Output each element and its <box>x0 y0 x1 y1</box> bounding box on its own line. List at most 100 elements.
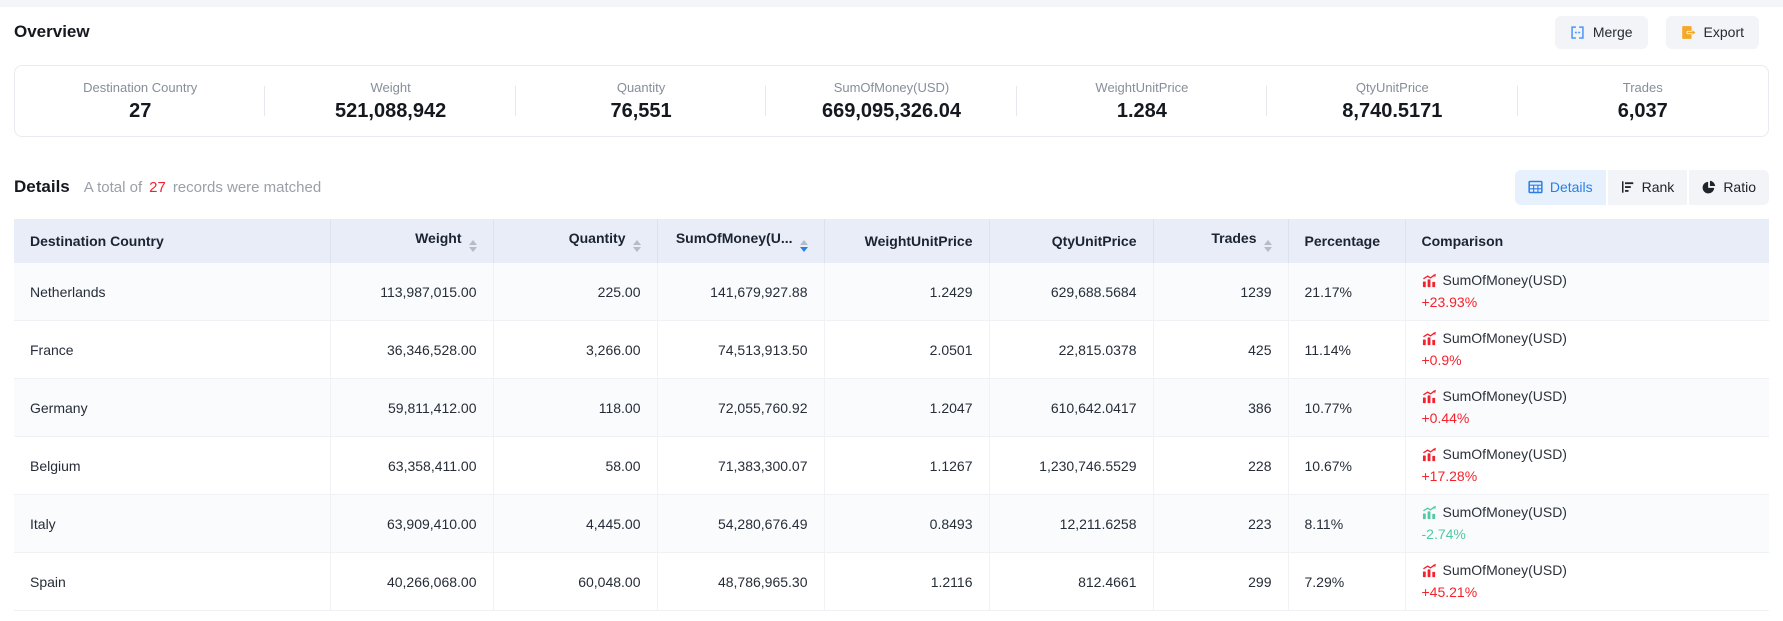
col-quantity[interactable]: Quantity <box>493 219 658 263</box>
cell-sum-of-money: 54,280,676.49 <box>657 494 825 553</box>
trend-chart-icon <box>1422 563 1437 578</box>
tab-rank[interactable]: Rank <box>1607 169 1688 205</box>
cell-weight-unit-price: 1.2116 <box>824 552 990 611</box>
comparison-metric-line: SumOfMoney(USD) <box>1422 386 1754 407</box>
comparison-change: +0.9% <box>1421 352 1462 368</box>
cell-weight-unit-price: 2.0501 <box>824 320 990 379</box>
table-row[interactable]: Italy 63,909,410.00 4,445.00 54,280,676.… <box>14 494 1769 553</box>
cell-weight: 63,909,410.00 <box>330 494 494 553</box>
export-file-icon <box>1681 25 1696 40</box>
stat-value: 521,088,942 <box>335 100 447 122</box>
stat-value: 1.284 <box>1116 100 1167 122</box>
tab-ratio[interactable]: Ratio <box>1689 169 1769 205</box>
cell-qty-unit-price: 629,688.5684 <box>989 263 1154 321</box>
stat-value: 8,740.5171 <box>1342 100 1443 122</box>
cell-quantity: 58.00 <box>493 436 658 495</box>
cell-weight-unit-price: 1.2429 <box>824 263 990 321</box>
col-weight-unit-price: WeightUnitPrice <box>824 219 990 263</box>
cell-trades: 386 <box>1153 378 1289 437</box>
sort-carets-icon[interactable] <box>468 240 477 252</box>
details-heading-group: Details A total of 27 records were match… <box>14 177 321 197</box>
cell-destination-country: Spain <box>14 552 331 611</box>
details-title: Details <box>14 177 70 196</box>
cell-quantity: 4,445.00 <box>493 494 658 553</box>
cell-sum-of-money: 72,055,760.92 <box>657 378 825 437</box>
cell-quantity: 60,048.00 <box>493 552 658 611</box>
comparison-change: +0.44% <box>1421 410 1470 426</box>
records-text-prefix: A total of <box>83 179 143 196</box>
stat-value: 76,551 <box>610 100 672 122</box>
sort-carets-icon[interactable] <box>1263 240 1272 252</box>
stat-label: Trades <box>1622 80 1663 95</box>
table-row[interactable]: France 36,346,528.00 3,266.00 74,513,913… <box>14 320 1769 379</box>
comparison-metric: SumOfMoney(USD) <box>1442 272 1567 288</box>
merge-label: Merge <box>1592 24 1633 40</box>
trend-chart-icon <box>1422 505 1437 520</box>
overview-stat: SumOfMoney(USD) 669,095,326.04 <box>766 74 1018 128</box>
col-qty-unit-price: QtyUnitPrice <box>989 219 1154 263</box>
overview-header: Overview Merge Export <box>14 13 1769 51</box>
cell-sum-of-money: 74,513,913.50 <box>657 320 825 379</box>
table-row[interactable]: Spain 40,266,068.00 60,048.00 48,786,965… <box>14 552 1769 611</box>
tab-details-label: Details <box>1549 179 1593 195</box>
cell-comparison: SumOfMoney(USD) -2.74% <box>1405 494 1769 553</box>
comparison-metric: SumOfMoney(USD) <box>1442 562 1567 578</box>
cell-qty-unit-price: 1,230,746.5529 <box>989 436 1154 495</box>
cell-weight-unit-price: 1.2047 <box>824 378 990 437</box>
cell-destination-country: Belgium <box>14 436 331 495</box>
overview-stat: QtyUnitPrice 8,740.5171 <box>1267 74 1518 128</box>
cell-weight-unit-price: 1.1267 <box>824 436 990 495</box>
comparison-metric: SumOfMoney(USD) <box>1442 330 1567 346</box>
cell-quantity: 118.00 <box>493 378 658 437</box>
stat-label: Weight <box>370 80 411 95</box>
cell-destination-country: France <box>14 320 331 379</box>
cell-comparison: SumOfMoney(USD) +17.28% <box>1405 436 1769 495</box>
comparison-metric-line: SumOfMoney(USD) <box>1422 560 1754 581</box>
col-sum-of-money[interactable]: SumOfMoney(U... <box>657 219 825 263</box>
stat-label: WeightUnitPrice <box>1095 80 1189 95</box>
export-label: Export <box>1703 24 1744 40</box>
col-label: Weight <box>415 230 462 246</box>
col-label: QtyUnitPrice <box>1051 233 1137 249</box>
cell-qty-unit-price: 12,211.6258 <box>989 494 1154 553</box>
table-row[interactable]: Belgium 63,358,411.00 58.00 71,383,300.0… <box>14 436 1769 495</box>
stat-label: Quantity <box>616 80 666 95</box>
sort-carets-icon[interactable] <box>632 240 641 252</box>
cell-quantity: 225.00 <box>493 263 658 321</box>
cell-percentage: 21.17% <box>1288 263 1406 321</box>
table-row[interactable]: Netherlands 113,987,015.00 225.00 141,67… <box>14 263 1769 321</box>
merge-button[interactable]: Merge <box>1554 15 1648 49</box>
cell-qty-unit-price: 812.4661 <box>989 552 1154 611</box>
records-text-suffix: records were matched <box>172 179 322 196</box>
cell-trades: 223 <box>1153 494 1289 553</box>
cell-trades: 425 <box>1153 320 1289 379</box>
cell-weight: 36,346,528.00 <box>330 320 494 379</box>
comparison-metric-line: SumOfMoney(USD) <box>1422 328 1754 349</box>
stat-label: Destination Country <box>83 80 198 95</box>
cell-comparison: SumOfMoney(USD) +45.21% <box>1405 552 1769 611</box>
col-percentage: Percentage <box>1288 219 1406 263</box>
col-weight[interactable]: Weight <box>330 219 494 263</box>
col-label: Percentage <box>1304 233 1380 249</box>
cell-percentage: 11.14% <box>1288 320 1406 379</box>
comparison-change: +45.21% <box>1421 584 1478 600</box>
comparison-metric: SumOfMoney(USD) <box>1442 504 1567 520</box>
table-row[interactable]: Germany 59,811,412.00 118.00 72,055,760.… <box>14 378 1769 437</box>
page-top-strip <box>0 0 1783 7</box>
col-trades[interactable]: Trades <box>1153 219 1289 263</box>
cell-weight: 40,266,068.00 <box>330 552 494 611</box>
comparison-change: +23.93% <box>1421 294 1478 310</box>
cell-comparison: SumOfMoney(USD) +0.44% <box>1405 378 1769 437</box>
stat-value: 6,037 <box>1617 100 1668 122</box>
trend-chart-icon <box>1422 447 1437 462</box>
tab-details[interactable]: Details <box>1514 169 1606 205</box>
export-button[interactable]: Export <box>1665 15 1759 49</box>
sort-carets-icon[interactable] <box>799 240 808 252</box>
details-header: Details A total of 27 records were match… <box>14 169 1769 205</box>
cell-trades: 1239 <box>1153 263 1289 321</box>
table-header-row: Destination Country Weight Quantity SumO… <box>14 219 1769 263</box>
table-icon <box>1528 180 1543 194</box>
overview-stat: WeightUnitPrice 1.284 <box>1017 74 1268 128</box>
stat-value: 669,095,326.04 <box>821 100 961 122</box>
cell-weight: 63,358,411.00 <box>330 436 494 495</box>
